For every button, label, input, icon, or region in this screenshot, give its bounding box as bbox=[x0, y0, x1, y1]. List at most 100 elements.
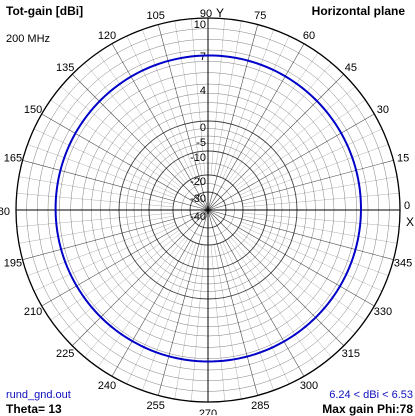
grid-spoke bbox=[222, 35, 290, 179]
grid-spoke bbox=[41, 209, 209, 307]
theta-label: Theta= 13 bbox=[6, 402, 62, 416]
grid-spoke bbox=[242, 212, 400, 227]
angle-tick-label: 345 bbox=[394, 257, 412, 269]
grid-spoke bbox=[240, 221, 389, 276]
chart-title: Tot-gain [dBi] bbox=[6, 4, 84, 18]
grid-spoke bbox=[72, 74, 209, 211]
angle-tick-label: 210 bbox=[24, 306, 42, 318]
grid-spoke bbox=[50, 99, 180, 191]
y-axis-label: Y bbox=[216, 6, 224, 20]
grid-spoke bbox=[16, 212, 174, 227]
angle-tick-label: 0 bbox=[404, 200, 410, 212]
grid-spoke bbox=[18, 215, 174, 244]
grid-spoke bbox=[60, 86, 182, 188]
grid-spoke bbox=[22, 209, 209, 260]
grid-spoke bbox=[84, 236, 186, 358]
grid-spoke bbox=[97, 52, 189, 182]
grid-spoke bbox=[213, 244, 242, 400]
grid-spoke bbox=[27, 221, 176, 276]
grid-spoke bbox=[240, 144, 389, 199]
radial-tick-label: 0 bbox=[200, 122, 206, 134]
grid-spoke bbox=[33, 128, 177, 196]
grid-spoke bbox=[242, 215, 398, 244]
angle-tick-label: 60 bbox=[303, 30, 315, 42]
grid-spoke bbox=[207, 209, 258, 396]
radial-tick-label: -30 bbox=[190, 193, 206, 205]
radial-tick-label: 10 bbox=[194, 19, 206, 31]
grid-spoke bbox=[207, 209, 305, 377]
radial-tick-label: 7 bbox=[200, 51, 206, 63]
angle-tick-label: 240 bbox=[98, 380, 116, 392]
grid-spoke bbox=[97, 238, 189, 368]
angle-tick-label: 75 bbox=[254, 10, 266, 22]
grid-spoke bbox=[227, 52, 319, 182]
radial-tick-labels: 10 7 4 0 -5 -10 -20 -30 -40 bbox=[190, 19, 206, 223]
gain-range-label: 6.24 < dBi < 6.53 bbox=[329, 389, 413, 401]
angle-tick-label: 105 bbox=[147, 10, 165, 22]
grid-spoke bbox=[230, 236, 332, 358]
grid-spoke bbox=[191, 18, 206, 176]
grid-spoke bbox=[227, 238, 319, 368]
grid-spoke bbox=[84, 62, 186, 184]
angle-tick-label: 150 bbox=[24, 104, 42, 116]
grid-spoke bbox=[213, 20, 242, 176]
grid-spoke bbox=[210, 18, 225, 176]
filename-label: rund_gnd.out bbox=[6, 389, 71, 401]
grid-spoke bbox=[60, 232, 182, 334]
angle-tick-label: 135 bbox=[56, 62, 74, 74]
grid-spoke bbox=[222, 241, 290, 385]
angle-tick-label: 90 bbox=[200, 8, 212, 20]
grid-spoke bbox=[230, 62, 332, 184]
grid-spoke bbox=[207, 24, 258, 211]
grid-spoke bbox=[22, 160, 209, 211]
grid-spoke bbox=[50, 229, 180, 321]
grid-spoke bbox=[191, 244, 206, 402]
gain-trace bbox=[54, 54, 362, 363]
grid-spoke bbox=[41, 113, 209, 211]
radial-tick-label: -40 bbox=[190, 211, 206, 223]
radial-tick-label: 4 bbox=[200, 85, 206, 97]
axis-labels: YX bbox=[216, 6, 414, 229]
angle-tick-label: 225 bbox=[56, 348, 74, 360]
angle-tick-label: 195 bbox=[4, 257, 22, 269]
grid-spoke bbox=[234, 232, 356, 334]
angle-tick-label: 15 bbox=[397, 153, 409, 165]
grid-spoke bbox=[142, 29, 197, 178]
angle-tick-label: 120 bbox=[98, 30, 116, 42]
angle-tick-label: 270 bbox=[199, 408, 217, 415]
grid-spoke bbox=[239, 224, 383, 292]
grid-spoke bbox=[27, 144, 176, 199]
max-gain-label: Max gain Phi:78 bbox=[322, 402, 413, 416]
angular-grid bbox=[16, 18, 400, 402]
x-axis-label: X bbox=[406, 215, 414, 229]
grid-spoke bbox=[158, 24, 209, 211]
frequency-label: 200 MHz bbox=[6, 33, 51, 45]
grid-spoke bbox=[142, 242, 197, 391]
plane-label: Horizontal plane bbox=[311, 4, 405, 18]
grid-spoke bbox=[207, 209, 375, 307]
grid-spoke bbox=[174, 20, 203, 176]
angle-tick-label: 330 bbox=[374, 306, 392, 318]
grid-spoke bbox=[111, 43, 209, 211]
radial-tick-label: -10 bbox=[190, 152, 206, 164]
grid-spoke bbox=[18, 176, 174, 205]
grid-spoke bbox=[207, 209, 394, 260]
grid-spoke bbox=[126, 241, 194, 385]
grid-spoke bbox=[207, 209, 344, 346]
grid-spoke bbox=[111, 209, 209, 377]
grid-spoke bbox=[239, 128, 383, 196]
grid-spoke bbox=[33, 224, 177, 292]
grid-spoke bbox=[242, 176, 398, 205]
grid-spoke bbox=[207, 74, 344, 211]
grid-spoke bbox=[242, 193, 400, 208]
gain-series-line bbox=[54, 54, 362, 363]
grid-spoke bbox=[207, 113, 375, 211]
grid-spoke bbox=[234, 86, 356, 188]
angle-tick-label: 315 bbox=[342, 348, 360, 360]
grid-spoke bbox=[72, 209, 209, 346]
grid-spoke bbox=[207, 43, 305, 211]
grid-spoke bbox=[207, 160, 394, 211]
grid-spoke bbox=[219, 242, 274, 391]
angle-tick-label: 30 bbox=[377, 104, 389, 116]
